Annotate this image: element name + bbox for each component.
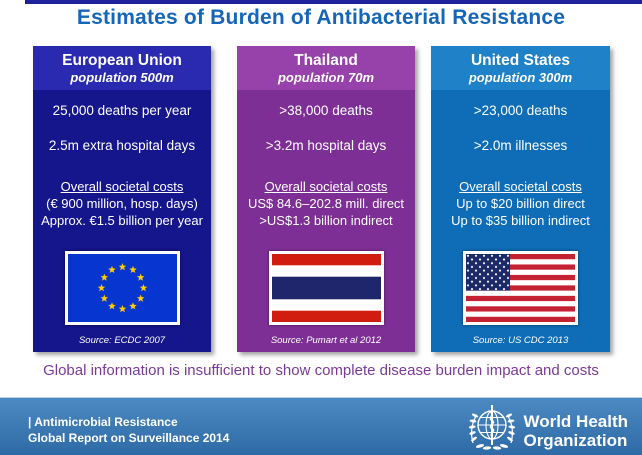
costs-line-2: Approx. €1.5 billion per year bbox=[41, 213, 203, 228]
source-label: Source: US CDC 2013 bbox=[472, 335, 569, 346]
country-name: European Union bbox=[62, 52, 182, 69]
card-european-union: European Union population 500m 25,000 de… bbox=[33, 46, 211, 352]
report-line-2: Global Report on Surveillance 2014 bbox=[28, 431, 230, 445]
card-united-states: United States population 300m >23,000 de… bbox=[431, 46, 610, 352]
costs-line-2: >US$1.3 billion indirect bbox=[259, 213, 393, 228]
costs-heading: Overall societal costs bbox=[264, 179, 388, 194]
costs-heading: Overall societal costs bbox=[459, 179, 582, 194]
costs-line-1: US$ 84.6–202.8 mill. direct bbox=[247, 196, 405, 211]
report-title-block: | Antimicrobial Resistance Global Report… bbox=[28, 414, 229, 446]
eu-flag-icon bbox=[64, 251, 180, 325]
deaths-stat: >38,000 deaths bbox=[279, 103, 373, 118]
country-name: United States bbox=[470, 52, 571, 69]
who-org-name: World Health Organization bbox=[523, 412, 628, 450]
country-name: Thailand bbox=[294, 52, 358, 69]
costs-heading: Overall societal costs bbox=[60, 179, 184, 194]
hospital-days-stat: >3.2m hospital days bbox=[265, 138, 387, 153]
societal-costs-block: Overall societal costs US$ 84.6–202.8 mi… bbox=[237, 178, 415, 229]
population-label: population 300m bbox=[468, 70, 573, 85]
us-flag-icon bbox=[463, 251, 578, 325]
slide-top-edge-decoration bbox=[25, 0, 642, 4]
population-label: population 500m bbox=[70, 70, 174, 85]
card-thailand: Thailand population 70m >38,000 deaths >… bbox=[237, 46, 415, 352]
source-label: Source: ECDC 2007 bbox=[78, 335, 166, 346]
report-line-1: | Antimicrobial Resistance bbox=[28, 415, 178, 429]
page-title: Estimates of Burden of Antibacterial Res… bbox=[76, 6, 566, 29]
illnesses-stat: >2.0m illnesses bbox=[473, 138, 568, 153]
population-label: population 70m bbox=[277, 70, 375, 85]
who-org-line-1: World Health bbox=[523, 411, 628, 431]
thailand-flag-icon bbox=[268, 251, 384, 325]
who-logo-icon bbox=[466, 403, 518, 455]
global-note: Global information is insufficient to sh… bbox=[43, 362, 599, 379]
card-header-united-states: United States population 300m bbox=[431, 46, 610, 90]
who-logo-block: World Health Organization bbox=[466, 403, 628, 455]
card-header-thailand: Thailand population 70m bbox=[237, 46, 415, 90]
footer-bar: | Antimicrobial Resistance Global Report… bbox=[0, 397, 642, 455]
societal-costs-block: Overall societal costs Up to $20 billion… bbox=[431, 178, 610, 229]
hospital-days-stat: 2.5m extra hospital days bbox=[48, 138, 196, 153]
societal-costs-block: Overall societal costs (€ 900 million, h… bbox=[33, 178, 211, 229]
deaths-stat: 25,000 deaths per year bbox=[52, 103, 192, 118]
costs-line-1: Up to $20 billion direct bbox=[456, 196, 585, 211]
costs-line-2: Up to $35 billion indirect bbox=[451, 213, 590, 228]
source-label: Source: Pumart et al 2012 bbox=[270, 335, 382, 346]
card-header-european-union: European Union population 500m bbox=[33, 46, 211, 90]
who-org-line-2: Organization bbox=[523, 430, 628, 450]
deaths-stat: >23,000 deaths bbox=[473, 103, 568, 118]
costs-line-1: (€ 900 million, hosp. days) bbox=[46, 196, 198, 211]
